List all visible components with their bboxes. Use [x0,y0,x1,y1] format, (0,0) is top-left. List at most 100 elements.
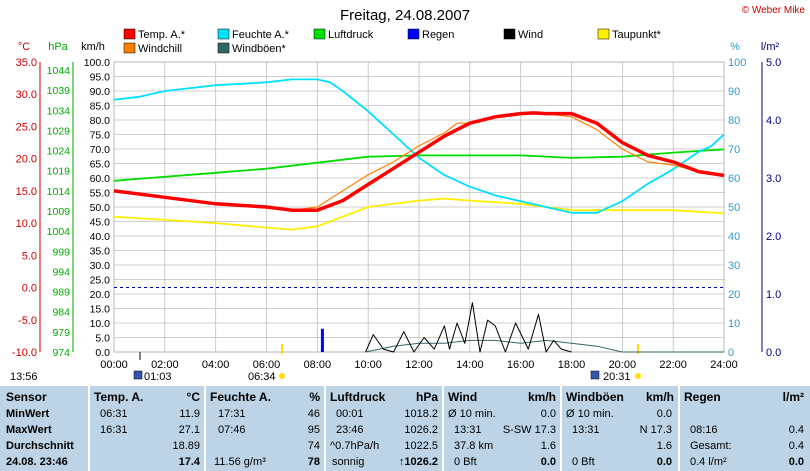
now-hum-value: 78 [307,456,320,468]
stats-table: Sensor Temp. A. °C Feuchte A. % Luftdruc… [0,386,810,471]
wind-tick-label: 30.0 [90,260,111,272]
dewpoint-line [113,197,725,231]
now-gust-desc: 0 Bft [572,456,595,468]
avg-gust-value: 1.6 [656,440,672,452]
temp-tick-label: 10.0 [16,218,37,230]
hdr-rain-unit: l/m² [782,390,804,404]
now-hum-desc: 11.56 g/m³ [214,456,266,468]
x-tick-label: 20:00 [609,359,637,371]
now-gust-value: 0.0 [656,456,672,468]
pressure-tick-label: 994 [52,266,70,278]
max-temp-time: 16:31 [100,424,128,436]
temp-tick-label: 0.0 [22,283,37,295]
legend-swatch [313,28,326,40]
avg-rain-desc: Gesamt: [690,440,732,452]
chart-legend: Temp. A.* Feuchte A.* Luftdruck Regen Wind Ta… [123,28,662,55]
wind-tick-label: 70.0 [90,144,111,156]
min-hum-time: 17:31 [218,408,246,420]
max-wind-dir: S-SW 17.3 [502,424,556,436]
pressure-tick-label: 984 [52,307,70,319]
wind-tick-label: 80.0 [90,115,111,127]
max-temp-value: 27.1 [178,424,200,436]
x-tick-label: 08:00 [304,359,332,371]
wind-tick-label: 25.0 [90,275,111,287]
hdr-hum: Feuchte A. [210,390,271,404]
hdr-wind: Wind [448,390,478,404]
min-temp-time: 06:31 [100,408,128,420]
wind-tick-label: 75.0 [90,130,111,142]
temp-axis-label: °C [18,41,30,53]
x-tick-label: 06:00 [253,359,281,371]
marker-start-time: 13:56 [10,371,38,383]
wind-tick-label: 45.0 [90,217,111,229]
avg-press-value: 1022.5 [404,440,438,452]
legend-label: Temp. A.* [138,29,186,41]
legend-swatch [123,42,136,54]
x-axis: 00:00 02:00 04:00 06:00 08:00 10:00 12:00 14:00… [10,344,738,383]
hdr-gust-unit: km/h [645,390,674,404]
weather-chart: Freitag, 24.08.2007 © Weber Mike Temp. A… [10,5,806,383]
pressure-tick-label: 1009 [47,206,71,218]
legend-label: Windchill [138,43,182,55]
max-wind-time: 13:31 [454,424,482,436]
plot-area [113,61,725,353]
pressure-tick-label: 1019 [47,166,71,178]
marker-sunrise: 01:03 [144,371,172,383]
copyright-text: © Weber Mike [742,5,806,16]
legend-swatch [597,28,610,40]
pressure-tick-label: 1024 [47,146,71,158]
hdr-gust: Windböen [566,390,624,404]
max-gust-time: 13:31 [572,424,600,436]
rain-tick-label: 2.0 [766,231,781,243]
min-wind-desc: Ø 10 min. [448,408,496,420]
rain-tick-label: 4.0 [766,115,781,127]
humidity-tick-label: 40 [728,231,740,243]
hdr-press-unit: hPa [415,390,438,404]
humidity-tick-label: 30 [728,260,740,272]
min-press-time: 00:01 [336,408,364,420]
wind-tick-label: 5.0 [95,333,110,345]
x-tick-label: 18:00 [558,359,586,371]
now-temp-value: 17.4 [178,456,200,468]
now-press-desc: sonnig [332,456,365,468]
rain-axis-label: l/m² [761,41,780,53]
humidity-tick-label: 20 [728,289,740,301]
now-rain-desc: 0.4 l/m² [690,456,727,468]
temp-tick-label: 30.0 [16,89,37,101]
marker-sunset: 20:31 [603,371,631,383]
row-avg-label: Durchschnitt [6,440,74,452]
avg-rain-value: 0.4 [788,440,804,452]
now-rain-value: 0.0 [788,456,804,468]
avg-hum-value: 74 [307,440,320,452]
x-tick-label: 10:00 [354,359,382,371]
x-tick-label: 24:00 [710,359,738,371]
pressure-tick-label: 1034 [47,105,71,117]
wind-tick-label: 90.0 [90,86,111,98]
wind-tick-label: 85.0 [90,101,111,113]
humidity-tick-label: 70 [728,144,740,156]
x-tick-label: 00:00 [100,359,128,371]
hdr-temp-unit: °C [186,390,200,404]
avg-wind-value: 1.6 [540,440,556,452]
max-rain-value: 0.4 [788,424,804,436]
wind-tick-label: 95.0 [90,72,111,84]
rain-bar [320,328,324,352]
humidity-line [113,78,725,214]
wind-tick-label: 55.0 [90,188,111,200]
hdr-sensor: Sensor [6,390,47,404]
x-tick-label: 12:00 [405,359,433,371]
min-hum-value: 46 [307,408,320,420]
legend-swatch [123,28,136,40]
temp-tick-label: -5.0 [18,315,37,327]
chart-title: Freitag, 24.08.2007 [340,7,470,24]
temp-tick-label: 5.0 [22,250,37,262]
x-tick-label: 04:00 [202,359,230,371]
right-axes: % l/m²10090807060504030201005.04.03.02.01… [728,41,781,359]
pressure-tick-label: 1004 [47,226,71,238]
sunset-icon [590,370,600,380]
left-axes: °C hPa km/h 35.0 30.0 25.0 20.0 15.0 10.0 5.0 0.0 -… [12,41,110,359]
wind-tick-label: 65.0 [90,159,111,171]
legend-swatch [217,42,230,54]
x-tick-label: 02:00 [151,359,179,371]
rain-tick-label: 5.0 [766,57,781,69]
